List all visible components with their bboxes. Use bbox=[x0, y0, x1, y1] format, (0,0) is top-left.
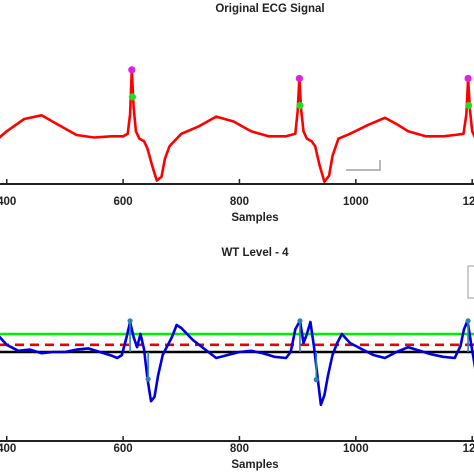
series-line-0 bbox=[0, 68, 474, 184]
chart-title: WT Level - 4 bbox=[221, 247, 289, 259]
x-axis-ticks: 400 600 800 1000 120 bbox=[0, 436, 474, 455]
x-tick-label: 600 bbox=[113, 196, 132, 208]
plot-area bbox=[0, 66, 474, 184]
stem-4 bbox=[465, 318, 471, 352]
original-ecg-panel: Original ECG Signal 400 600 800 1000 120 Sam… bbox=[0, 3, 474, 224]
peak-marker-0-2 bbox=[464, 74, 472, 83]
scale-bar bbox=[346, 160, 381, 171]
x-tick-label: 800 bbox=[230, 443, 249, 455]
legend-box bbox=[467, 265, 474, 299]
x-tick-label: 120 bbox=[463, 443, 474, 455]
stem-3 bbox=[313, 352, 319, 383]
chart-title: Original ECG Signal bbox=[215, 3, 324, 15]
x-tick-label: 1000 bbox=[343, 443, 369, 455]
x-tick-label: 800 bbox=[230, 196, 249, 208]
x-axis-label: Samples bbox=[231, 212, 278, 224]
x-axis-ticks: 400 600 800 1000 120 bbox=[0, 179, 474, 208]
x-tick-label: 600 bbox=[113, 443, 132, 455]
x-axis-label: Samples bbox=[231, 459, 278, 471]
x-tick-label: 400 bbox=[0, 196, 16, 208]
peak-marker-1-0 bbox=[128, 93, 136, 101]
x-tick-label: 120 bbox=[463, 196, 474, 208]
x-tick-label: 400 bbox=[0, 443, 16, 455]
stem-0 bbox=[127, 318, 133, 352]
x-tick-label: 1000 bbox=[343, 196, 369, 208]
peak-marker-0-1 bbox=[295, 74, 303, 83]
peak-marker-0-0 bbox=[128, 66, 136, 74]
stem-2 bbox=[297, 318, 303, 352]
peak-marker-1-1 bbox=[296, 101, 304, 110]
stem-1 bbox=[145, 352, 151, 382]
wt-level-panel: WT Level - 4 400 600 800 1000 120 Samples bbox=[0, 247, 474, 471]
series-line-0 bbox=[0, 319, 474, 407]
peak-marker-1-2 bbox=[465, 101, 473, 110]
plot-area bbox=[0, 318, 474, 407]
